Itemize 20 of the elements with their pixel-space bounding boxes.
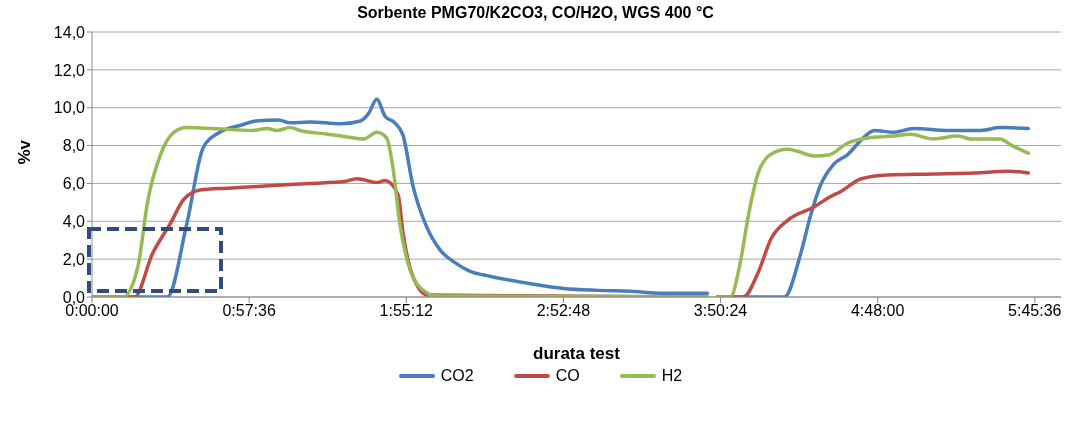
y-tick-label: 12,0	[53, 61, 86, 79]
legend-label: H2	[661, 367, 683, 385]
x-tick-label: 4:48:00	[850, 302, 905, 320]
y-tick-label: 10,0	[53, 99, 86, 117]
y-tick-label: 2,0	[62, 250, 86, 268]
x-tick-label: 0:57:36	[222, 302, 276, 320]
y-tick-label: 8,0	[62, 137, 86, 155]
y-tick-label: 0,0	[62, 288, 86, 306]
x-tick-label: 3:50:24	[693, 302, 748, 320]
x-tick-label: 5:45:36	[1008, 302, 1062, 320]
x-tick-label: 2:52:48	[536, 302, 591, 320]
x-tick-label: 1:55:12	[379, 302, 434, 320]
chart-title: Sorbente PMG70/K2CO3, CO/H2O, WGS 400 °C	[356, 4, 715, 22]
legend-label: CO2	[440, 367, 474, 385]
x-axis-title: durata test	[533, 344, 621, 363]
legend-label: CO	[555, 367, 580, 385]
y-tick-label: 14,0	[53, 23, 86, 41]
y-tick-label: 4,0	[62, 212, 86, 230]
y-axis-title: %v	[15, 139, 35, 165]
y-tick-label: 6,0	[62, 175, 86, 193]
